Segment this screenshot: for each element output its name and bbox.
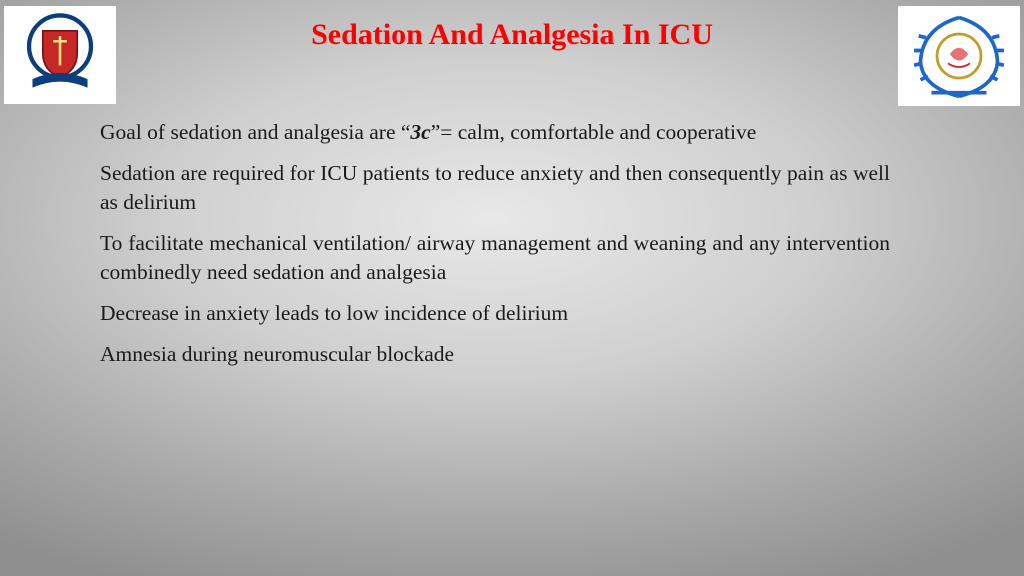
- paragraph-1: Goal of sedation and analgesia are “3c”=…: [100, 118, 890, 147]
- paragraph-2: Sedation are required for ICU patients t…: [100, 159, 890, 217]
- body-content: Goal of sedation and analgesia are “3c”=…: [100, 118, 890, 381]
- paragraph-1-emphasis: 3c: [410, 120, 430, 144]
- paragraph-1-text-b: ”= calm, comfortable and cooperative: [431, 120, 757, 144]
- paragraph-4: Decrease in anxiety leads to low inciden…: [100, 299, 890, 328]
- paragraph-5: Amnesia during neuromuscular blockade: [100, 340, 890, 369]
- paragraph-3: To facilitate mechanical ventilation/ ai…: [100, 229, 890, 287]
- page-title: Sedation And Analgesia In ICU: [0, 18, 1024, 52]
- paragraph-1-text-a: Goal of sedation and analgesia are “: [100, 120, 410, 144]
